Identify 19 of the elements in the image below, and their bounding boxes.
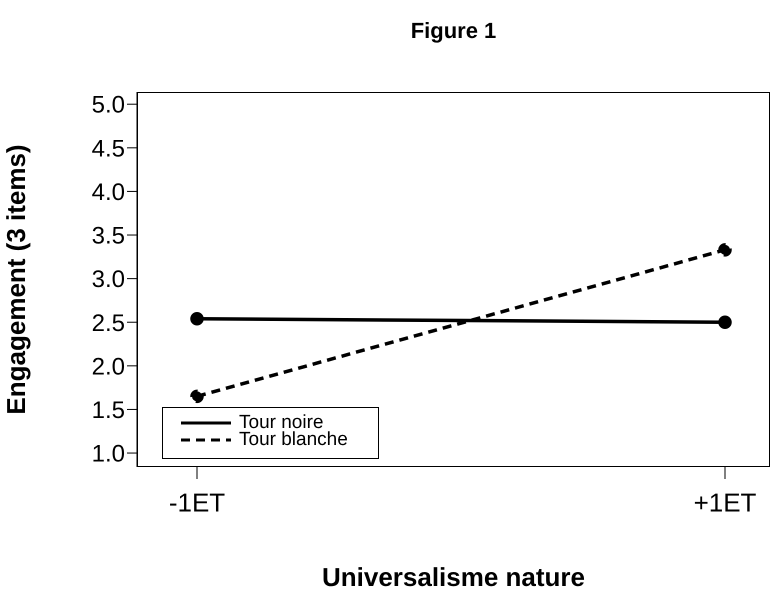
point [190, 312, 204, 326]
point [718, 243, 732, 257]
y-tick-label: 4.0 [92, 178, 125, 206]
y-tick-label: 4.5 [92, 135, 125, 162]
x-tick-label: +1ET [694, 487, 757, 518]
legend-label: Tour blanche [239, 429, 348, 450]
y-tick-label: 2.0 [92, 353, 125, 380]
y-tick-label: 3.0 [92, 266, 125, 294]
y-tick-label: 3.5 [92, 222, 125, 250]
x-tick-label: -1ET [168, 487, 226, 518]
point [718, 315, 732, 329]
x-axis-title: Universalisme nature [322, 562, 586, 592]
y-tick-label: 1.0 [92, 440, 125, 468]
y-tick-label: 2.5 [92, 310, 125, 337]
point [190, 390, 204, 404]
y-tick-label: 5.0 [92, 92, 125, 119]
y-tick-label: 1.5 [92, 396, 125, 424]
chart-title: Figure 1 [410, 18, 498, 44]
y-axis-title: Engagement (3 items) [1, 144, 32, 415]
